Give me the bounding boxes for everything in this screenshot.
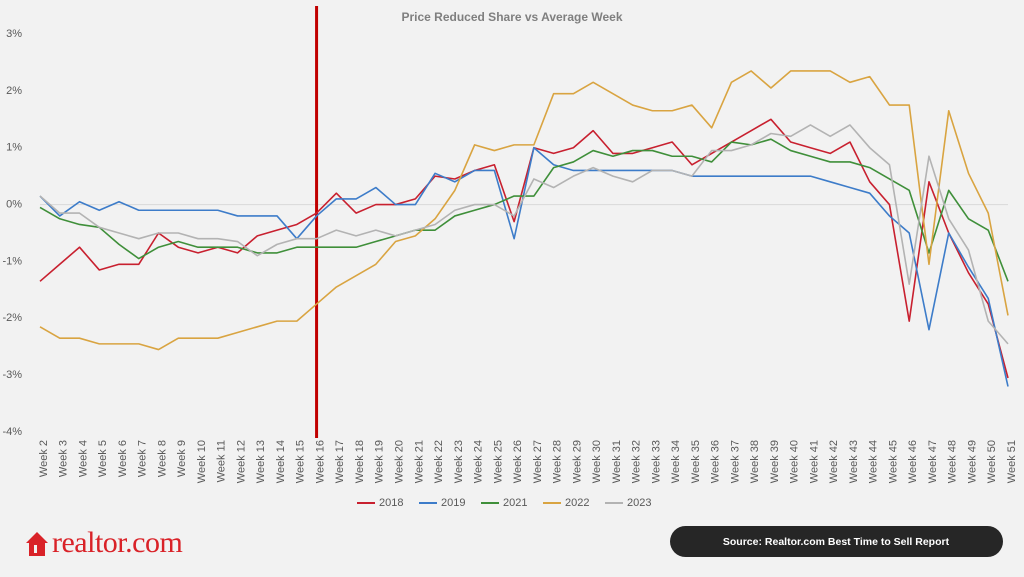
x-tick-label: Week 32 <box>631 440 643 483</box>
y-tick-label: -3% <box>2 369 22 381</box>
x-tick-label: Week 20 <box>393 440 405 483</box>
legend-label: 2023 <box>627 497 651 509</box>
x-tick-label: Week 49 <box>966 440 978 483</box>
x-tick-label: Week 41 <box>808 440 820 483</box>
x-tick-label: Week 14 <box>275 440 287 483</box>
y-tick-label: -4% <box>2 426 22 438</box>
x-tick-label: Week 50 <box>986 440 998 483</box>
x-tick-label: Week 2 <box>38 440 50 477</box>
x-tick-label: Week 33 <box>650 440 662 483</box>
x-tick-label: Week 3 <box>58 440 70 477</box>
x-tick-label: Week 26 <box>512 440 524 483</box>
x-tick-label: Week 17 <box>334 440 346 483</box>
x-tick-label: Week 43 <box>848 440 860 483</box>
x-tick-label: Week 28 <box>552 440 564 483</box>
x-tick-label: Week 4 <box>77 440 89 477</box>
x-tick-label: Week 5 <box>97 440 109 477</box>
x-tick-label: Week 9 <box>176 440 188 477</box>
logo-icon <box>26 532 48 556</box>
logo-text: realtor.com <box>52 526 182 559</box>
y-tick-label: 3% <box>6 28 22 40</box>
y-tick-label: 1% <box>6 142 22 154</box>
x-tick-label: Week 51 <box>1006 440 1018 483</box>
logo: realtor.com <box>26 526 183 559</box>
x-tick-label: Week 48 <box>947 440 959 483</box>
x-tick-label: Week 36 <box>710 440 722 483</box>
x-tick-label: Week 23 <box>453 440 465 483</box>
x-tick-label: Week 16 <box>314 440 326 483</box>
x-tick-label: Week 30 <box>591 440 603 483</box>
y-tick-label: -2% <box>2 312 22 324</box>
x-tick-label: Week 38 <box>749 440 761 483</box>
x-tick-label: Week 19 <box>374 440 386 483</box>
legend-label: 2022 <box>565 497 589 509</box>
logo-icon-door <box>34 545 37 553</box>
x-tick-label: Week 40 <box>789 440 801 483</box>
x-tick-label: Week 10 <box>196 440 208 483</box>
legend-label: 2018 <box>379 497 403 509</box>
series-line <box>39 124 1009 345</box>
y-tick-label: 0% <box>6 198 22 210</box>
x-tick-label: Week 21 <box>413 440 425 483</box>
x-tick-label: Week 12 <box>235 440 247 483</box>
y-tick-label: 2% <box>6 85 22 97</box>
chart-title: Price Reduced Share vs Average Week <box>401 10 622 24</box>
series-line <box>39 70 1009 351</box>
x-tick-label: Week 18 <box>354 440 366 483</box>
x-tick-label: Week 45 <box>887 440 899 483</box>
x-tick-label: Week 22 <box>433 440 445 483</box>
series-line <box>39 146 1009 387</box>
y-tick-label: -1% <box>2 255 22 267</box>
x-tick-label: Week 27 <box>532 440 544 483</box>
x-tick-label: Week 7 <box>137 440 149 477</box>
x-tick-label: Week 15 <box>295 440 307 483</box>
x-tick-label: Week 29 <box>571 440 583 483</box>
x-tick-label: Week 37 <box>729 440 741 483</box>
legend-label: 2021 <box>503 497 527 509</box>
x-tick-label: Week 34 <box>670 440 682 483</box>
x-tick-label: Week 24 <box>473 440 485 483</box>
x-tick-label: Week 46 <box>907 440 919 483</box>
x-tick-label: Week 13 <box>255 440 267 483</box>
x-tick-label: Week 6 <box>117 440 129 477</box>
series-line <box>39 118 1009 379</box>
x-tick-label: Week 31 <box>611 440 623 483</box>
x-tick-label: Week 39 <box>769 440 781 483</box>
x-tick-label: Week 8 <box>156 440 168 477</box>
source-pill <box>670 526 1003 557</box>
x-tick-label: Week 25 <box>492 440 504 483</box>
x-tick-label: Week 47 <box>927 440 939 483</box>
source-text: Source: Realtor.com Best Time to Sell Re… <box>723 536 950 548</box>
x-tick-label: Week 44 <box>868 440 880 483</box>
x-tick-label: Week 11 <box>216 440 228 482</box>
legend-label: 2019 <box>441 497 465 509</box>
x-tick-label: Week 42 <box>828 440 840 483</box>
x-tick-label: Week 35 <box>690 440 702 483</box>
